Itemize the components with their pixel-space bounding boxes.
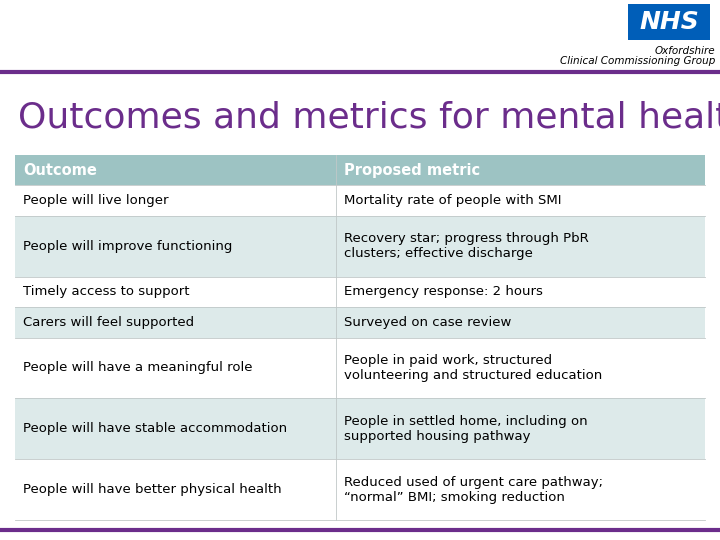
FancyBboxPatch shape xyxy=(336,459,705,520)
FancyBboxPatch shape xyxy=(15,399,336,459)
FancyBboxPatch shape xyxy=(15,276,336,307)
FancyBboxPatch shape xyxy=(15,338,336,399)
Text: People will improve functioning: People will improve functioning xyxy=(23,240,233,253)
Text: Mortality rate of people with SMI: Mortality rate of people with SMI xyxy=(344,194,562,207)
Text: People in paid work, structured
volunteering and structured education: People in paid work, structured voluntee… xyxy=(344,354,602,382)
FancyBboxPatch shape xyxy=(336,338,705,399)
FancyBboxPatch shape xyxy=(336,185,705,216)
Text: People will have stable accommodation: People will have stable accommodation xyxy=(23,422,287,435)
FancyBboxPatch shape xyxy=(15,185,336,216)
Text: People in settled home, including on
supported housing pathway: People in settled home, including on sup… xyxy=(344,415,588,443)
Text: People will have a meaningful role: People will have a meaningful role xyxy=(23,361,253,374)
FancyBboxPatch shape xyxy=(336,399,705,459)
FancyBboxPatch shape xyxy=(15,307,336,338)
Text: Recovery star; progress through PbR
clusters; effective discharge: Recovery star; progress through PbR clus… xyxy=(344,232,589,260)
Text: Clinical Commissioning Group: Clinical Commissioning Group xyxy=(559,56,715,66)
FancyBboxPatch shape xyxy=(15,459,336,520)
Text: Timely access to support: Timely access to support xyxy=(23,285,189,299)
Text: Outcomes and metrics for mental health: Outcomes and metrics for mental health xyxy=(18,101,720,135)
FancyBboxPatch shape xyxy=(628,4,710,40)
FancyBboxPatch shape xyxy=(15,216,336,276)
FancyBboxPatch shape xyxy=(336,216,705,276)
FancyBboxPatch shape xyxy=(15,155,336,185)
Text: Outcome: Outcome xyxy=(23,163,97,178)
Text: Carers will feel supported: Carers will feel supported xyxy=(23,316,194,329)
Text: Oxfordshire: Oxfordshire xyxy=(654,46,715,56)
FancyBboxPatch shape xyxy=(336,307,705,338)
Text: NHS: NHS xyxy=(639,10,699,34)
FancyBboxPatch shape xyxy=(336,155,705,185)
Text: Surveyed on case review: Surveyed on case review xyxy=(344,316,511,329)
Text: Reduced used of urgent care pathway;
“normal” BMI; smoking reduction: Reduced used of urgent care pathway; “no… xyxy=(344,476,603,504)
Text: People will live longer: People will live longer xyxy=(23,194,168,207)
Text: Proposed metric: Proposed metric xyxy=(344,163,480,178)
Text: Emergency response: 2 hours: Emergency response: 2 hours xyxy=(344,285,543,299)
FancyBboxPatch shape xyxy=(336,276,705,307)
Text: People will have better physical health: People will have better physical health xyxy=(23,483,282,496)
